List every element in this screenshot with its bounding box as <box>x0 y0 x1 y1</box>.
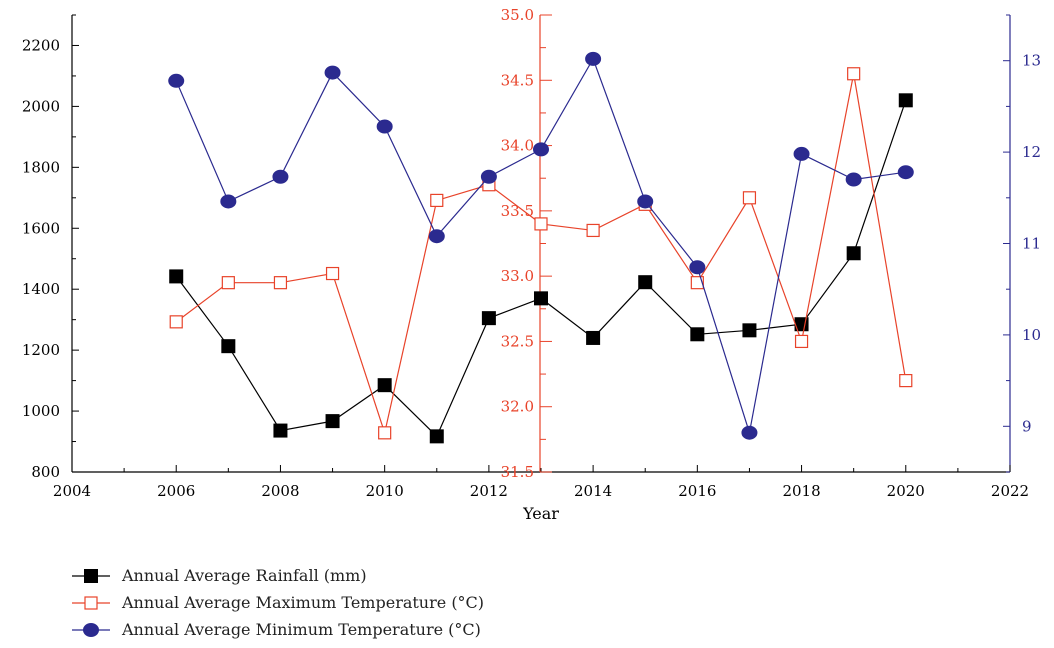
data-point <box>324 65 341 80</box>
left-tick-label: 1400 <box>22 280 60 298</box>
legend-marker <box>84 596 98 610</box>
legend: Annual Average Rainfall (mm) Annual Avera… <box>72 566 484 639</box>
x-tick-label: 2022 <box>991 482 1029 500</box>
series-layer <box>168 51 914 444</box>
data-point <box>899 374 913 388</box>
data-point <box>325 266 340 281</box>
middle-tick-label: 31.5 <box>501 463 534 481</box>
data-point <box>638 275 653 290</box>
data-point <box>376 119 393 134</box>
data-point <box>637 194 654 209</box>
right-tick-label: 13 <box>1022 52 1041 70</box>
data-point <box>430 193 444 208</box>
series-2 <box>169 67 913 440</box>
middle-y-axis-ticks: 31.5 32.0 32.5 33.0 33.5 34.0 34.5 35.0 <box>501 6 552 481</box>
data-point <box>534 291 548 306</box>
data-point <box>169 269 184 284</box>
data-point <box>168 73 185 88</box>
legend-item: Annual Average Rainfall (mm) <box>72 566 367 585</box>
data-point <box>169 315 183 329</box>
data-point <box>690 327 705 342</box>
data-point <box>586 223 600 238</box>
data-point <box>325 414 340 429</box>
data-point <box>273 276 288 290</box>
legend-label: Annual Average Rainfall (mm) <box>121 566 367 585</box>
data-point <box>845 172 862 187</box>
data-point <box>481 311 496 326</box>
axes: 2004 2006 2008 2010 2012 2014 2016 2018 2020 2022… <box>22 6 1041 523</box>
data-point <box>221 276 235 290</box>
data-point <box>742 323 757 338</box>
data-point <box>480 169 497 184</box>
data-point <box>847 67 861 81</box>
data-point <box>220 194 237 209</box>
x-tick-label: 2008 <box>261 482 299 500</box>
left-y-axis-ticks: 800 1000 1200 1400 1600 1800 2000 2200 <box>22 14 79 481</box>
middle-tick-label: 35.0 <box>501 6 534 24</box>
x-tick-label: 2014 <box>574 482 612 500</box>
left-tick-label: 1000 <box>22 402 60 420</box>
data-point <box>428 229 445 244</box>
x-axis-title: Year <box>522 504 559 523</box>
data-point <box>429 429 444 444</box>
left-tick-label: 1600 <box>22 219 60 237</box>
left-tick-label: 1200 <box>22 341 60 359</box>
legend-marker <box>84 569 98 583</box>
middle-tick-label: 32.5 <box>501 332 534 350</box>
right-y-axis-ticks: 9 10 11 12 13 <box>1003 14 1041 473</box>
data-point <box>273 423 288 438</box>
x-tick-label: 2020 <box>887 482 925 500</box>
legend-label: Annual Average Minimum Temperature (°C) <box>121 620 481 639</box>
middle-tick-label: 32.0 <box>501 398 534 416</box>
legend-item: Annual Average Maximum Temperature (°C) <box>72 593 484 612</box>
left-tick-label: 1800 <box>22 158 60 176</box>
data-point <box>272 169 289 184</box>
x-tick-label: 2006 <box>157 482 195 500</box>
data-point <box>794 334 809 349</box>
left-tick-label: 2000 <box>22 97 60 115</box>
data-point <box>898 93 913 108</box>
data-point <box>378 426 392 440</box>
data-point <box>377 378 392 393</box>
series-1 <box>169 93 913 444</box>
middle-tick-label: 33.5 <box>501 202 534 220</box>
x-tick-label: 2010 <box>366 482 404 500</box>
data-point <box>533 142 549 157</box>
middle-tick-label: 33.0 <box>501 267 534 285</box>
series-line <box>175 57 906 433</box>
right-tick-label: 12 <box>1022 143 1041 161</box>
x-tick-label: 2018 <box>782 482 820 500</box>
left-tick-label: 2200 <box>22 36 60 54</box>
data-point <box>793 146 810 161</box>
data-point <box>585 51 602 66</box>
legend-item: Annual Average Minimum Temperature (°C) <box>72 620 481 639</box>
right-tick-label: 9 <box>1022 417 1032 435</box>
data-point <box>742 191 757 205</box>
x-tick-label: 2004 <box>53 482 91 500</box>
x-axis-ticks: 2004 2006 2008 2010 2012 2014 2016 2018 2020 2022 <box>53 465 1029 500</box>
data-point <box>741 425 758 440</box>
right-tick-label: 10 <box>1022 326 1041 344</box>
right-tick-label: 11 <box>1022 235 1041 253</box>
middle-tick-label: 34.0 <box>501 137 534 155</box>
x-tick-label: 2016 <box>678 482 716 500</box>
data-point <box>690 276 704 290</box>
legend-marker <box>83 623 99 637</box>
data-point <box>534 217 548 231</box>
x-tick-label: 2012 <box>470 482 508 500</box>
data-point <box>689 260 706 275</box>
data-point <box>897 165 914 180</box>
legend-label: Annual Average Maximum Temperature (°C) <box>121 593 484 612</box>
left-tick-label: 800 <box>31 463 60 481</box>
data-point <box>846 246 861 261</box>
data-point <box>221 339 236 354</box>
data-point <box>586 330 601 345</box>
series-line <box>175 73 907 436</box>
middle-tick-label: 34.5 <box>501 71 534 89</box>
series-3 <box>168 51 914 440</box>
